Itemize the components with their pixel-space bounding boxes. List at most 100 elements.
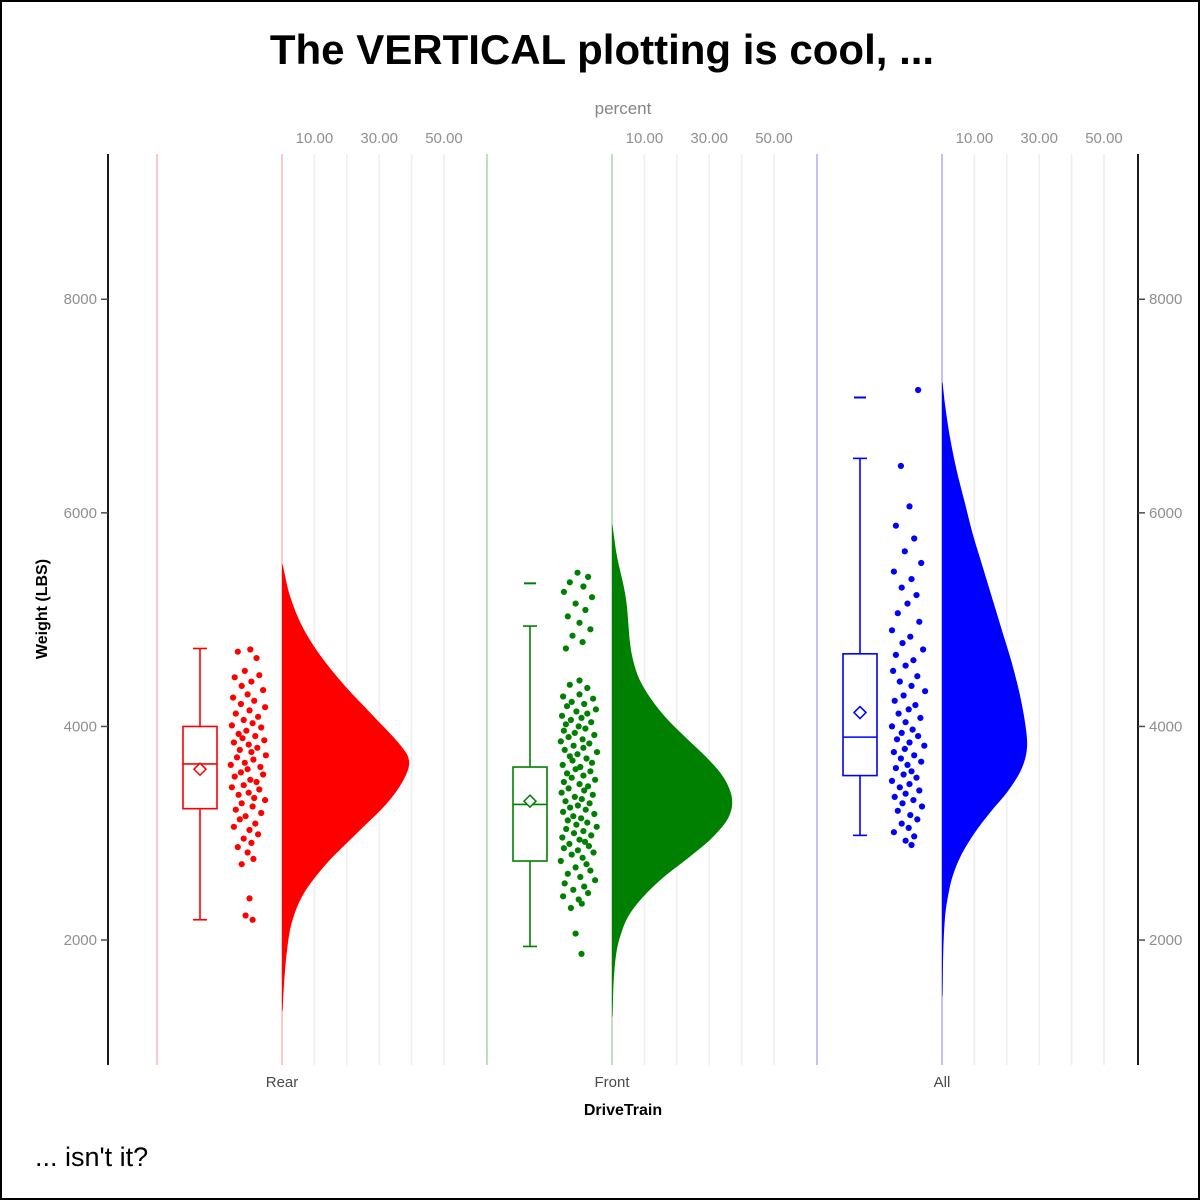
data-point-all <box>898 729 905 737</box>
data-point-rear <box>247 646 254 653</box>
data-point-all <box>912 702 919 709</box>
data-point-all <box>891 697 898 704</box>
data-point-rear <box>244 691 251 698</box>
data-point-front <box>560 808 567 816</box>
data-point-rear <box>238 800 245 807</box>
data-point-front <box>560 845 568 852</box>
data-point-front <box>592 877 599 884</box>
data-point-front <box>563 825 570 833</box>
data-point-front <box>588 759 596 766</box>
data-point-front <box>578 714 585 722</box>
data-point-rear <box>228 784 235 791</box>
data-point-front <box>578 815 585 822</box>
data-point-front <box>561 746 568 754</box>
x-category-label-all: All <box>934 1074 951 1091</box>
data-point-front <box>568 851 575 858</box>
data-point-rear <box>252 733 259 740</box>
x-category-label-rear: Rear <box>266 1074 299 1091</box>
data-point-all <box>918 559 925 567</box>
data-point-rear <box>241 667 248 675</box>
y-tick-label-right-2000: 2000 <box>1149 932 1182 949</box>
top-axis-tick-label-all-10: 10.00 <box>956 130 994 147</box>
x-axis-label-drivetrain: DriveTrain <box>583 1102 663 1119</box>
data-point-rear <box>255 713 262 720</box>
data-point-front <box>560 778 568 786</box>
data-point-front <box>569 632 576 639</box>
data-point-front <box>572 864 579 871</box>
data-point-all <box>913 774 920 781</box>
data-point-front <box>583 861 590 868</box>
data-point-front <box>568 774 575 781</box>
data-point-front <box>581 787 588 794</box>
data-point-all <box>915 733 922 740</box>
data-point-rear <box>250 855 257 863</box>
data-point-front <box>576 677 583 684</box>
y-tick-label-right-6000: 6000 <box>1149 505 1182 522</box>
data-point-front <box>593 823 600 830</box>
data-point-rear <box>251 697 258 704</box>
data-point-front <box>572 600 579 607</box>
data-point-front <box>570 813 577 820</box>
data-point-front <box>560 588 568 596</box>
data-point-rear <box>236 816 243 823</box>
data-point-rear <box>245 789 252 796</box>
data-point-all <box>890 829 898 836</box>
data-point-rear <box>230 694 237 701</box>
data-point-rear <box>258 809 265 817</box>
data-point-front <box>582 725 589 732</box>
data-point-all <box>897 462 905 469</box>
data-point-front <box>566 840 573 848</box>
data-point-front <box>591 810 598 818</box>
data-point-front <box>560 893 567 900</box>
data-point-rear <box>240 835 247 842</box>
data-point-all <box>914 673 921 680</box>
data-point-front <box>587 626 594 633</box>
data-point-front <box>566 681 573 688</box>
data-point-front <box>585 573 592 581</box>
data-point-all <box>892 765 900 772</box>
data-point-all <box>894 807 901 814</box>
data-point-all <box>888 723 896 730</box>
x-category-label-front: Front <box>594 1074 630 1091</box>
data-point-front <box>571 793 578 801</box>
data-point-rear <box>240 716 247 724</box>
data-point-front <box>592 706 600 713</box>
data-point-rear <box>250 756 257 763</box>
y-tick-label-left-6000: 6000 <box>64 505 97 522</box>
data-point-all <box>898 820 905 827</box>
data-point-front <box>567 804 574 811</box>
y-tick-label-left-4000: 4000 <box>64 718 97 735</box>
data-point-rear <box>249 720 256 727</box>
data-point-rear <box>238 861 245 868</box>
data-point-front <box>580 772 587 779</box>
data-point-rear <box>234 648 241 655</box>
data-point-all <box>898 584 905 591</box>
data-point-front <box>591 731 598 739</box>
data-point-front <box>592 776 599 783</box>
data-point-rear <box>249 803 256 810</box>
chart-title: The VERTICAL plotting is cool, ... <box>269 26 935 73</box>
data-point-front <box>588 719 595 726</box>
data-point-front <box>580 583 587 590</box>
data-point-all <box>890 749 898 756</box>
data-point-front <box>558 789 565 796</box>
data-point-all <box>908 841 915 849</box>
data-point-front <box>577 873 584 881</box>
top-axis-tick-label-all-30: 30.00 <box>1020 130 1058 147</box>
data-point-rear <box>230 739 237 746</box>
data-point-rear <box>232 710 239 717</box>
data-point-front <box>574 751 581 758</box>
data-point-all <box>892 651 900 659</box>
top-axis-tick-label-front-50: 50.00 <box>755 130 793 147</box>
data-point-front <box>557 857 564 865</box>
data-point-front <box>562 645 570 652</box>
data-point-rear <box>262 752 269 759</box>
data-point-front <box>565 734 572 741</box>
data-point-front <box>569 757 576 764</box>
data-point-all <box>899 800 906 807</box>
data-point-all <box>916 787 923 794</box>
data-point-front <box>563 703 571 710</box>
data-point-front <box>581 838 589 845</box>
data-point-rear <box>254 744 261 751</box>
